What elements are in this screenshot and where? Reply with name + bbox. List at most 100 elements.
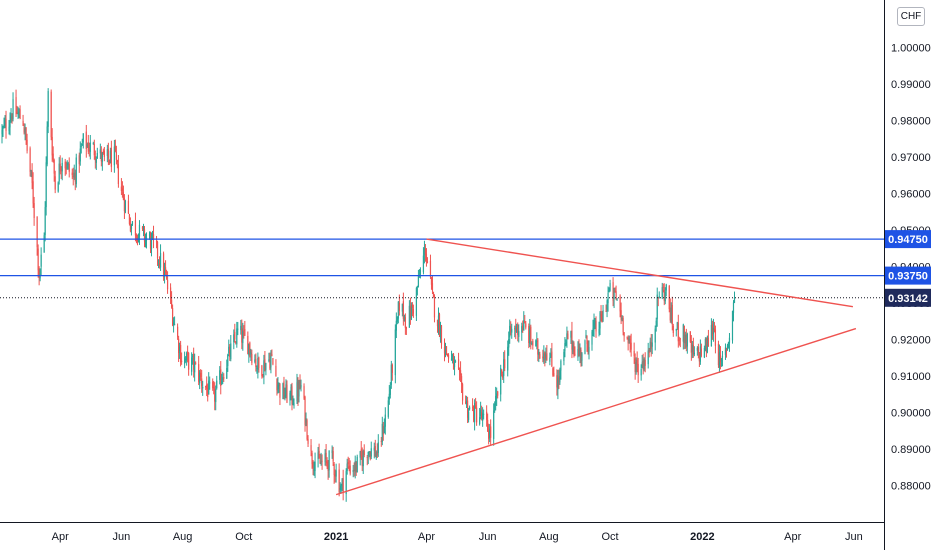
candle-body — [57, 182, 59, 192]
candle-body — [613, 288, 615, 300]
candle-body — [585, 334, 587, 339]
candle-body — [464, 401, 467, 404]
candle-body — [719, 354, 722, 363]
candle-body — [549, 357, 551, 362]
candle-body — [206, 384, 208, 389]
candle-body — [675, 328, 677, 331]
candle-body — [384, 414, 386, 427]
candle-body — [157, 260, 160, 262]
candle-body — [117, 164, 120, 185]
candle-body — [22, 120, 24, 126]
candle-body — [496, 393, 498, 399]
candle-body — [497, 391, 499, 396]
candle-body — [614, 290, 616, 293]
candle-body — [60, 169, 62, 171]
x-tick-label: Jun — [113, 531, 131, 543]
x-tick-label: Apr — [784, 531, 801, 543]
candle-body — [362, 451, 364, 467]
resistance-trendline[interactable] — [426, 238, 854, 308]
candle-body — [572, 344, 574, 352]
candle-body — [151, 234, 154, 237]
candle-body — [271, 354, 273, 357]
candle-body — [121, 188, 124, 191]
candle-body — [108, 159, 110, 164]
candle-body — [44, 207, 46, 236]
candle-body — [65, 168, 67, 170]
candle-body — [451, 355, 454, 357]
candle-body — [171, 307, 174, 326]
candle-body — [283, 381, 285, 398]
candle-body — [654, 328, 656, 343]
candle-body — [616, 298, 618, 300]
candle-body — [535, 340, 537, 347]
candle-body — [293, 402, 295, 406]
candle-body — [23, 127, 25, 133]
candle-body — [144, 237, 147, 242]
candle-body — [488, 430, 490, 439]
candle-body — [380, 441, 382, 442]
candle-body — [532, 340, 534, 346]
candle-body — [279, 384, 281, 398]
support-trendline[interactable] — [335, 327, 857, 496]
candle-body — [207, 387, 209, 398]
candle-body — [116, 160, 118, 163]
candle-body — [663, 289, 665, 301]
candle-body — [74, 173, 76, 182]
candle-body — [570, 331, 572, 338]
y-tick-label: 0.91000 — [891, 371, 931, 383]
candle-body — [107, 149, 109, 159]
candle-body — [130, 224, 133, 230]
candle-body — [567, 333, 569, 340]
candle-body — [509, 325, 511, 338]
candle-body — [92, 143, 94, 145]
candle-body — [376, 451, 378, 456]
currency-badge[interactable]: CHF — [897, 7, 925, 26]
candle-body — [395, 320, 397, 331]
candle-body — [292, 403, 294, 405]
candle-body — [422, 255, 425, 273]
candle-body — [518, 331, 520, 337]
candle-body — [447, 354, 450, 359]
candle-body — [113, 146, 115, 166]
candle-body — [620, 310, 622, 320]
candle-body — [628, 337, 630, 341]
candle-body — [51, 136, 53, 156]
candle-body — [707, 337, 710, 347]
candle-body — [637, 363, 639, 376]
candle-body — [47, 91, 49, 127]
candle-body — [269, 360, 271, 369]
candle-body — [59, 163, 61, 172]
candle-body — [291, 386, 293, 405]
candle-body — [226, 367, 228, 379]
candle-body — [193, 353, 195, 370]
y-tick-label: 1.00000 — [891, 42, 931, 54]
candle-body — [436, 319, 439, 327]
candle-body — [305, 418, 307, 423]
x-tick-label: Aug — [173, 531, 193, 543]
candle-body — [595, 320, 597, 332]
candle-body — [162, 253, 165, 278]
candle-body — [131, 221, 134, 225]
candle-body — [156, 241, 159, 259]
candle-body — [353, 469, 355, 472]
candle-body — [446, 354, 449, 356]
candle-body — [553, 372, 555, 377]
candle-body — [531, 342, 533, 344]
candle-body — [416, 286, 419, 288]
candle-body — [550, 353, 552, 358]
candle-body — [693, 352, 695, 355]
candle-body — [679, 338, 681, 340]
candle-body — [311, 453, 313, 465]
x-tick-label: 2022 — [690, 531, 714, 543]
candle-body — [318, 450, 320, 459]
candle-body — [517, 325, 519, 335]
level-price-label: 0.93750 — [888, 271, 928, 283]
candle-body — [475, 405, 477, 409]
candle-body — [578, 346, 580, 356]
candle-body — [670, 307, 672, 322]
candle-body — [633, 350, 635, 357]
candle-body — [700, 348, 702, 356]
candle-body — [443, 346, 446, 354]
